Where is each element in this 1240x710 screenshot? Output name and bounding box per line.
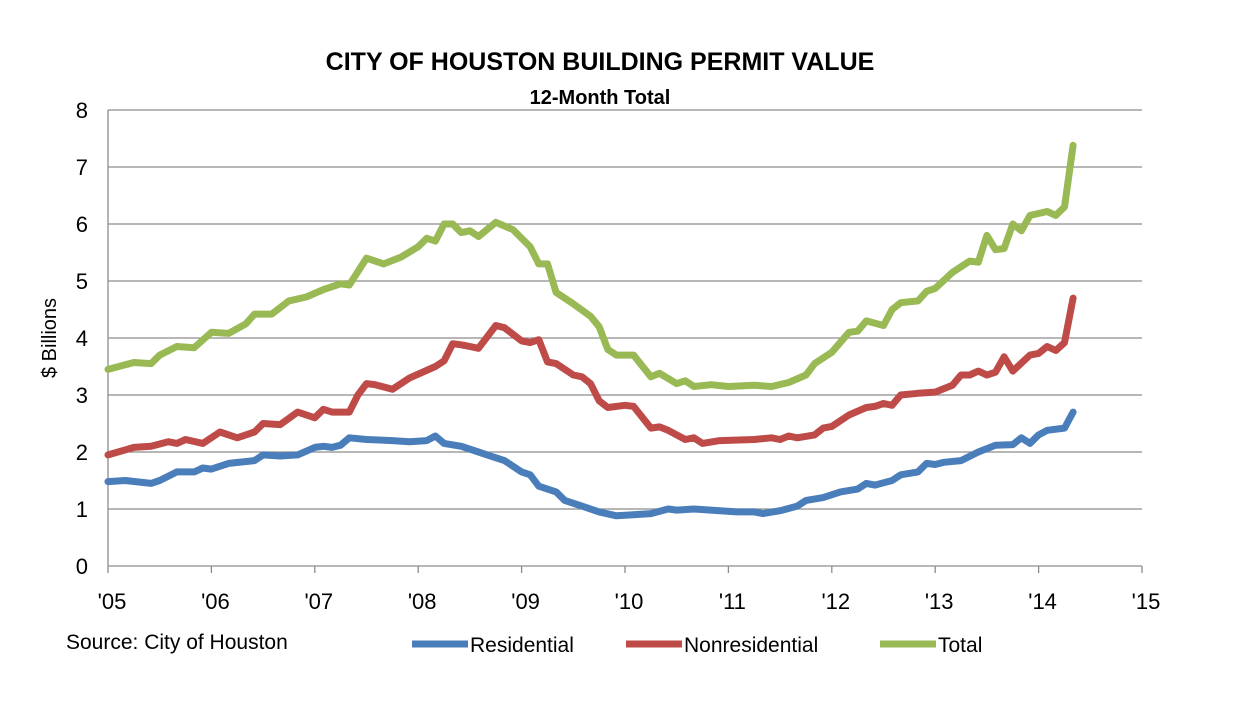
y-tick-label: 0: [76, 554, 88, 579]
y-tick-label: 2: [76, 440, 88, 465]
y-tick-label: 8: [76, 98, 88, 123]
x-tick-label: '05: [98, 589, 127, 614]
series-lines: [104, 141, 1077, 520]
y-axis-ticks: 0 1 2 3 4 5 6 7 8: [76, 98, 88, 579]
legend-item-nonresidential: Nonresidential: [626, 634, 818, 657]
x-tick-label: '09: [511, 589, 540, 614]
series-line-nonresidential: [104, 294, 1077, 459]
legend-label: Nonresidential: [684, 634, 818, 657]
x-tick-label: '10: [615, 589, 644, 614]
y-tick-label: 6: [76, 212, 88, 237]
y-tick-label: 4: [76, 326, 88, 351]
x-tick-label: '14: [1028, 589, 1057, 614]
x-tick-label: '07: [304, 589, 333, 614]
x-tick-label: '13: [925, 589, 954, 614]
legend-item-total: Total: [880, 634, 982, 657]
x-axis-ticks: '05 '06 '07 '08 '09 '10 '11 '12 '13 '14 '15: [98, 566, 1161, 614]
legend-label: Residential: [470, 634, 574, 657]
legend-item-residential: Residential: [412, 634, 574, 657]
chart-title: CITY OF HOUSTON BUILDING PERMIT VALUE: [326, 48, 875, 76]
y-tick-label: 3: [76, 383, 88, 408]
y-axis-label: $ Billions: [39, 298, 61, 378]
legend: Residential Nonresidential Total: [412, 634, 982, 657]
series-line-total: [104, 141, 1077, 390]
x-tick-label: '15: [1132, 589, 1161, 614]
gridlines: [107, 109, 1142, 567]
source-note: Source: City of Houston: [66, 631, 288, 654]
y-tick-label: 5: [76, 269, 88, 294]
legend-label: Total: [938, 634, 982, 657]
chart-subtitle: 12-Month Total: [530, 87, 671, 109]
x-tick-label: '12: [821, 589, 850, 614]
x-tick-label: '06: [201, 589, 230, 614]
x-tick-label: '08: [408, 589, 437, 614]
y-tick-label: 1: [76, 497, 88, 522]
y-tick-label: 7: [76, 155, 88, 180]
series-line-residential: [104, 408, 1077, 520]
x-tick-label: '11: [719, 589, 746, 614]
